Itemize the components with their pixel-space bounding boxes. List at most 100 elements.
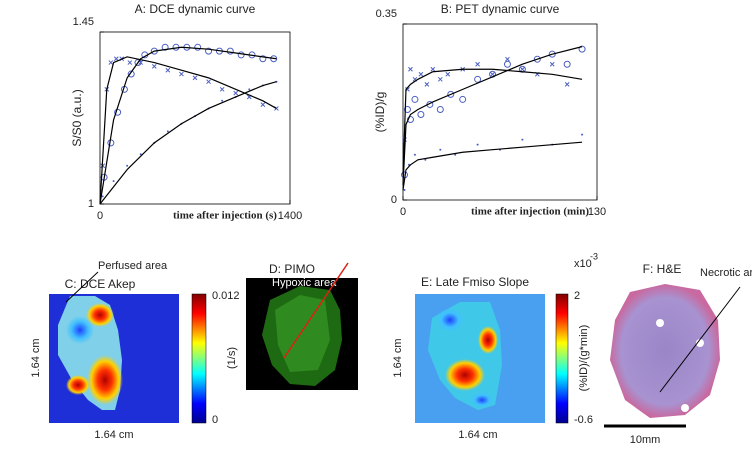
circle-point — [436, 105, 444, 113]
annotation: Necrotic area — [700, 267, 752, 279]
x-axis-label: time after injection (s) — [173, 210, 277, 222]
fit-line — [99, 56, 277, 205]
dot-point — [126, 164, 129, 167]
circle-point — [237, 51, 245, 59]
annotation-line — [65, 271, 99, 303]
x-size: 1.64 cm — [94, 429, 133, 441]
circle-point — [459, 95, 467, 103]
circle-point — [107, 139, 115, 147]
fit-line — [99, 81, 277, 205]
hot-region — [478, 326, 498, 354]
hot-region — [66, 375, 90, 395]
scale-bar-label: 10mm — [630, 434, 661, 446]
cross-point — [219, 86, 225, 92]
circle-point — [563, 60, 571, 68]
cross-point — [179, 71, 184, 77]
annotation-line — [283, 262, 349, 359]
colorbar-tick: 0 — [212, 414, 218, 426]
colorbar — [191, 293, 207, 424]
plot-frame — [99, 31, 291, 205]
panel-d: D: PIMO Hypoxic area — [246, 262, 358, 390]
cross-point — [475, 61, 480, 67]
circle-point — [194, 43, 202, 51]
cross-point — [206, 79, 211, 85]
circle-point — [161, 43, 169, 51]
cool-region — [436, 308, 464, 332]
cross-point — [445, 71, 451, 77]
cross-point — [430, 66, 436, 72]
dot-point — [221, 99, 224, 102]
panel-e: E: Late Fmiso Slope x10 -3 2 -0.6 (%ID)/… — [392, 251, 598, 441]
circle-point — [403, 105, 411, 113]
dot-point — [439, 148, 442, 151]
colorbar-tick: -0.6 — [574, 414, 593, 426]
x-tick-label: 130 — [588, 206, 606, 218]
cool-region — [66, 316, 94, 344]
y-size: 1.64 cm — [392, 338, 404, 377]
cool-region — [470, 392, 494, 408]
circle-point — [270, 55, 278, 63]
dot-point — [166, 130, 169, 133]
cross-point — [549, 61, 555, 67]
chart-title: B: PET dynamic curve — [441, 2, 560, 16]
chart-title: A: DCE dynamic curve — [135, 2, 256, 16]
cross-point — [165, 67, 171, 73]
cross-point — [108, 60, 114, 65]
annotation: Hypoxic area — [272, 277, 337, 289]
y-axis-label: S/S0 (a.u.) — [70, 89, 84, 146]
dot-point — [139, 153, 142, 156]
cross-point — [564, 81, 570, 87]
circle-point — [503, 60, 511, 68]
circle-point — [114, 108, 122, 116]
cross-point — [127, 60, 133, 65]
y-tick-label: 0.35 — [376, 8, 397, 20]
x-size: 1.64 cm — [458, 429, 497, 441]
colorbar-scale: x10 — [574, 258, 592, 270]
tissue-hole — [681, 404, 689, 412]
cross-point — [424, 81, 430, 87]
tissue-section — [610, 284, 720, 418]
panel-f: F: H&E Necrotic area 10mm — [604, 262, 752, 446]
cross-point — [260, 102, 266, 107]
cross-point — [113, 56, 119, 62]
colorbar-label: (%ID)/(g*min) — [578, 325, 590, 392]
circle-point — [548, 50, 556, 58]
cross-point — [437, 76, 443, 82]
colorbar — [555, 293, 569, 424]
circle-point — [226, 47, 234, 55]
colorbar-exponent: -3 — [590, 251, 598, 261]
tissue-hole — [656, 319, 664, 327]
dot-point — [581, 133, 584, 136]
y-tick-label: 1.45 — [73, 16, 94, 28]
plot-frame — [402, 23, 598, 201]
x-tick-label: 0 — [400, 206, 406, 218]
hot-region — [445, 359, 485, 391]
circle-point — [411, 95, 419, 103]
fit-line — [99, 46, 277, 205]
fit-line — [402, 141, 583, 191]
hot-region — [86, 303, 114, 327]
y-tick-label: 0 — [391, 194, 397, 206]
dot-point — [101, 195, 104, 198]
x-tick-label: 1400 — [278, 210, 302, 222]
dot-point — [112, 180, 115, 183]
fit-line — [402, 46, 583, 185]
panel-c: C: DCE Akep Perfused area 0.012 0 (1/s) … — [30, 260, 240, 441]
circle-point — [447, 90, 455, 98]
panel-title: E: Late Fmiso Slope — [421, 275, 529, 289]
dot-point — [476, 143, 479, 146]
cross-point — [418, 71, 424, 77]
circle-point — [406, 116, 414, 124]
fit-line — [402, 68, 583, 175]
x-axis-label: time after injection (min) — [471, 206, 589, 218]
colorbar-tick: 0.012 — [212, 290, 240, 302]
cross-point — [233, 90, 239, 96]
y-axis-label: (%ID)/g — [373, 92, 387, 133]
circle-point — [205, 47, 213, 55]
hot-region — [87, 355, 123, 405]
colorbar-tick: 2 — [574, 290, 580, 302]
circle-point — [578, 45, 586, 53]
dot-point — [248, 88, 251, 91]
pimo-stain — [275, 295, 330, 372]
